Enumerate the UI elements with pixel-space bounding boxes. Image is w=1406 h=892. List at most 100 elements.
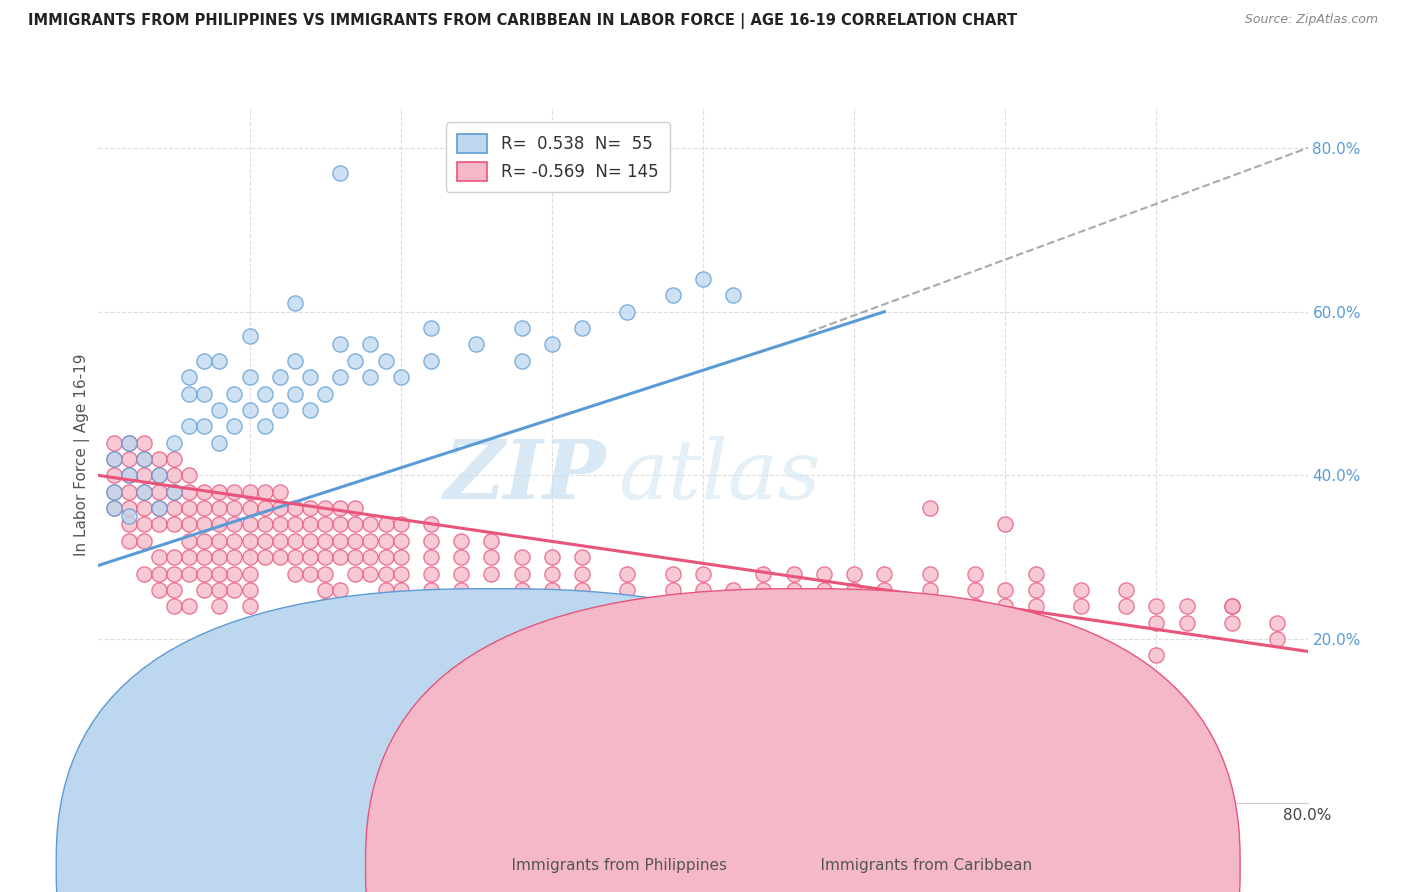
Point xyxy=(103,435,125,450)
Point xyxy=(344,517,367,532)
Point xyxy=(616,582,638,597)
Point xyxy=(208,403,231,417)
Point xyxy=(918,582,941,597)
Point xyxy=(510,582,533,597)
Point xyxy=(179,386,201,401)
Point xyxy=(420,533,443,548)
Point xyxy=(510,353,533,368)
Point xyxy=(1144,615,1167,630)
Point xyxy=(269,550,291,565)
Point xyxy=(1267,615,1289,630)
Point xyxy=(1024,599,1046,614)
Point xyxy=(360,566,382,581)
Point xyxy=(148,501,170,516)
Point xyxy=(103,501,125,516)
Point xyxy=(420,550,443,565)
Point xyxy=(132,533,155,548)
Point xyxy=(148,517,170,532)
Point xyxy=(374,353,396,368)
Point xyxy=(208,435,231,450)
Point xyxy=(132,517,155,532)
Point xyxy=(284,517,307,532)
Point xyxy=(873,731,896,745)
Point xyxy=(224,419,246,434)
Point xyxy=(389,566,412,581)
Point xyxy=(103,468,125,483)
Point xyxy=(103,484,125,499)
Point xyxy=(329,370,352,384)
Point xyxy=(783,566,806,581)
Point xyxy=(510,321,533,335)
Point xyxy=(132,468,155,483)
Point xyxy=(723,582,745,597)
Point xyxy=(844,615,866,630)
Point xyxy=(253,419,276,434)
Point xyxy=(193,484,215,499)
Point xyxy=(314,582,336,597)
Point xyxy=(662,599,685,614)
Text: Immigrants from Caribbean: Immigrants from Caribbean xyxy=(801,858,1032,872)
Point xyxy=(224,517,246,532)
Point xyxy=(1070,582,1092,597)
Point xyxy=(571,582,593,597)
Point xyxy=(723,599,745,614)
Point xyxy=(465,632,488,646)
Point xyxy=(844,599,866,614)
Point xyxy=(208,566,231,581)
Point xyxy=(360,533,382,548)
Point xyxy=(193,386,215,401)
Point xyxy=(163,484,186,499)
Point xyxy=(329,582,352,597)
Point xyxy=(540,599,562,614)
Point xyxy=(481,566,503,581)
Point xyxy=(389,582,412,597)
Point xyxy=(299,533,322,548)
Point xyxy=(118,533,141,548)
Text: Immigrants from Philippines: Immigrants from Philippines xyxy=(492,858,727,872)
Point xyxy=(1144,648,1167,663)
Point xyxy=(284,386,307,401)
Point xyxy=(239,329,262,343)
Point xyxy=(314,550,336,565)
Point xyxy=(450,582,472,597)
Point xyxy=(163,484,186,499)
Point xyxy=(148,566,170,581)
Point xyxy=(163,566,186,581)
Point xyxy=(873,582,896,597)
Point xyxy=(420,321,443,335)
Point xyxy=(208,533,231,548)
Y-axis label: In Labor Force | Age 16-19: In Labor Force | Age 16-19 xyxy=(75,353,90,557)
Point xyxy=(103,452,125,467)
Point xyxy=(1115,582,1137,597)
Point xyxy=(132,566,155,581)
Point xyxy=(284,296,307,310)
Point xyxy=(389,550,412,565)
Point xyxy=(179,468,201,483)
Point xyxy=(329,517,352,532)
Point xyxy=(208,550,231,565)
Point xyxy=(118,509,141,524)
Point xyxy=(239,582,262,597)
Point xyxy=(616,304,638,318)
Point xyxy=(284,533,307,548)
Point xyxy=(193,533,215,548)
Point xyxy=(1070,648,1092,663)
Point xyxy=(329,165,352,179)
Point xyxy=(284,550,307,565)
Point xyxy=(103,501,125,516)
Point xyxy=(224,501,246,516)
Point xyxy=(132,484,155,499)
Point xyxy=(239,403,262,417)
Point xyxy=(571,566,593,581)
Point xyxy=(662,714,685,728)
Point xyxy=(314,599,336,614)
Point xyxy=(224,533,246,548)
Point xyxy=(118,468,141,483)
Point xyxy=(783,582,806,597)
Point xyxy=(224,484,246,499)
Point xyxy=(692,272,714,286)
Point xyxy=(510,566,533,581)
Point xyxy=(1024,582,1046,597)
Point xyxy=(299,566,322,581)
Point xyxy=(374,533,396,548)
